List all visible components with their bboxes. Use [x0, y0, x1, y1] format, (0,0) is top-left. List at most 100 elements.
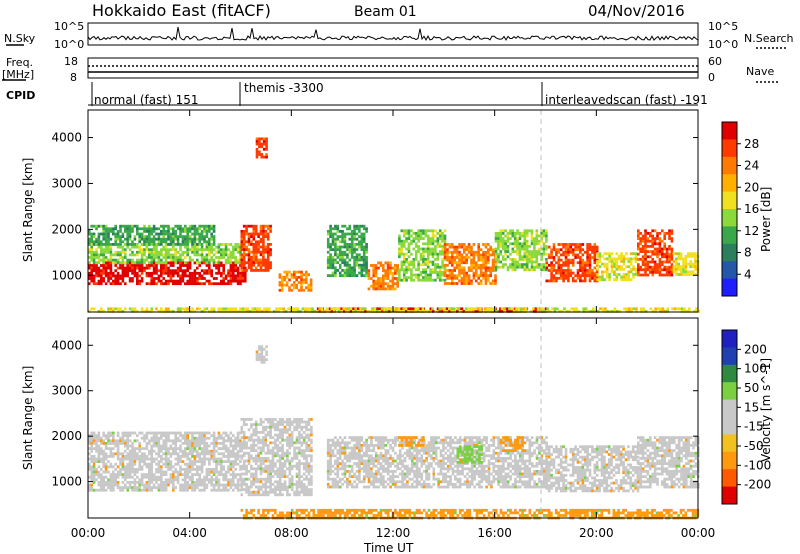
- heatmap-cell: [293, 270, 296, 274]
- heatmap-cell: [436, 245, 440, 248]
- heatmap-cell: [215, 478, 218, 482]
- heatmap-cell: [203, 277, 206, 280]
- heatmap-cell: [675, 252, 678, 256]
- heatmap-cell: [126, 271, 129, 275]
- heatmap-cell: [126, 488, 129, 492]
- heatmap-cell: [97, 274, 101, 278]
- heatmap-cell: [641, 260, 645, 264]
- heatmap-cell: [107, 279, 110, 283]
- heatmap-cell: [266, 224, 270, 228]
- heatmap-cell: [386, 264, 390, 267]
- heatmap-cell: [136, 439, 139, 443]
- heatmap-cell: [198, 460, 201, 463]
- heatmap-cell: [150, 475, 153, 479]
- heatmap-cell: [269, 490, 272, 494]
- heatmap-cell: [513, 260, 517, 264]
- heatmap-cell: [402, 245, 406, 248]
- heatmap-cell: [164, 470, 168, 474]
- heatmap-cell: [128, 486, 132, 489]
- heatmap-cell: [181, 253, 185, 257]
- heatmap-cell: [95, 442, 98, 445]
- heatmap-cell: [160, 444, 163, 448]
- heatmap-cell: [252, 253, 256, 257]
- heatmap-cell: [653, 260, 657, 264]
- heatmap-cell: [121, 256, 125, 259]
- heatmap-cell: [164, 455, 168, 458]
- heatmap-cell: [152, 457, 156, 461]
- heatmap-cell: [167, 478, 170, 482]
- heatmap-cell: [605, 265, 609, 269]
- heatmap-cell: [649, 271, 652, 274]
- heatmap-cell: [670, 258, 674, 261]
- heatmap-cell: [265, 140, 268, 143]
- heatmap-cell: [217, 243, 221, 246]
- heatmap-cell: [193, 473, 197, 476]
- heatmap-cell: [521, 245, 524, 248]
- heatmap-cell: [271, 464, 275, 468]
- heatmap-cell: [157, 452, 161, 456]
- heatmap-cell: [274, 485, 277, 489]
- heatmap-cell: [479, 282, 483, 285]
- heatmap-cell: [184, 274, 187, 278]
- heatmap-cell: [400, 229, 404, 233]
- heatmap-cell: [499, 265, 503, 269]
- heatmap-cell: [266, 258, 270, 262]
- heatmap-cell: [372, 279, 375, 283]
- heatmap-cell: [386, 271, 390, 275]
- heatmap-cell: [186, 470, 189, 474]
- heatmap-cell: [296, 310, 300, 313]
- heatmap-cell: [222, 253, 225, 257]
- heatmap-cell: [244, 277, 247, 280]
- heatmap-cell: [429, 278, 432, 282]
- heatmap-cell: [232, 452, 235, 456]
- heatmap-cell: [656, 307, 660, 311]
- heatmap-cell: [593, 253, 597, 257]
- heatmap-cell: [92, 470, 96, 474]
- heatmap-cell: [205, 256, 209, 259]
- heatmap-cell: [212, 431, 216, 435]
- heatmap-cell: [116, 258, 120, 262]
- heatmap-cell: [579, 258, 582, 262]
- heatmap-cell: [164, 266, 168, 270]
- heatmap-cell: [152, 478, 156, 482]
- heatmap-cell: [186, 447, 189, 450]
- heatmap-cell: [186, 444, 189, 448]
- heatmap-cell: [234, 460, 237, 463]
- heatmap-cell: [222, 271, 225, 275]
- heatmap-cell: [128, 475, 132, 479]
- heatmap-cell: [555, 269, 558, 272]
- heatmap-cell: [640, 307, 643, 311]
- heatmap-cell: [269, 263, 272, 267]
- heatmap-cell: [343, 271, 347, 275]
- heatmap-cell: [107, 447, 110, 450]
- heatmap-cell: [220, 271, 223, 275]
- heatmap-cell: [193, 271, 197, 275]
- heatmap-cell: [95, 240, 98, 244]
- heatmap-cell: [530, 255, 534, 259]
- heatmap-cell: [446, 253, 449, 257]
- heatmap-cell: [229, 266, 233, 270]
- heatmap-cell: [259, 459, 263, 463]
- heatmap-cell: [407, 242, 411, 246]
- heatmap-cell: [176, 240, 180, 244]
- heatmap-cell: [112, 447, 115, 450]
- heatmap-cell: [131, 253, 134, 257]
- heatmap-cell: [242, 418, 246, 421]
- heatmap-cell: [677, 257, 680, 261]
- heatmap-cell: [346, 253, 349, 257]
- heatmap-cell: [160, 269, 163, 273]
- heatmap-cell: [224, 449, 228, 453]
- heatmap-cell: [426, 234, 430, 238]
- heatmap-cell: [112, 465, 115, 469]
- heatmap-cell: [346, 227, 349, 231]
- heatmap-cell: [588, 258, 592, 262]
- heatmap-cell: [176, 237, 180, 241]
- heatmap-cell: [588, 253, 592, 257]
- heatmap-cell: [126, 473, 129, 476]
- heatmap-cell: [670, 237, 674, 240]
- heatmap-cell: [338, 248, 342, 251]
- heatmap-cell: [294, 310, 297, 313]
- heatmap-cell: [576, 245, 580, 249]
- heatmap-cell: [121, 248, 125, 252]
- heatmap-cell: [470, 261, 473, 265]
